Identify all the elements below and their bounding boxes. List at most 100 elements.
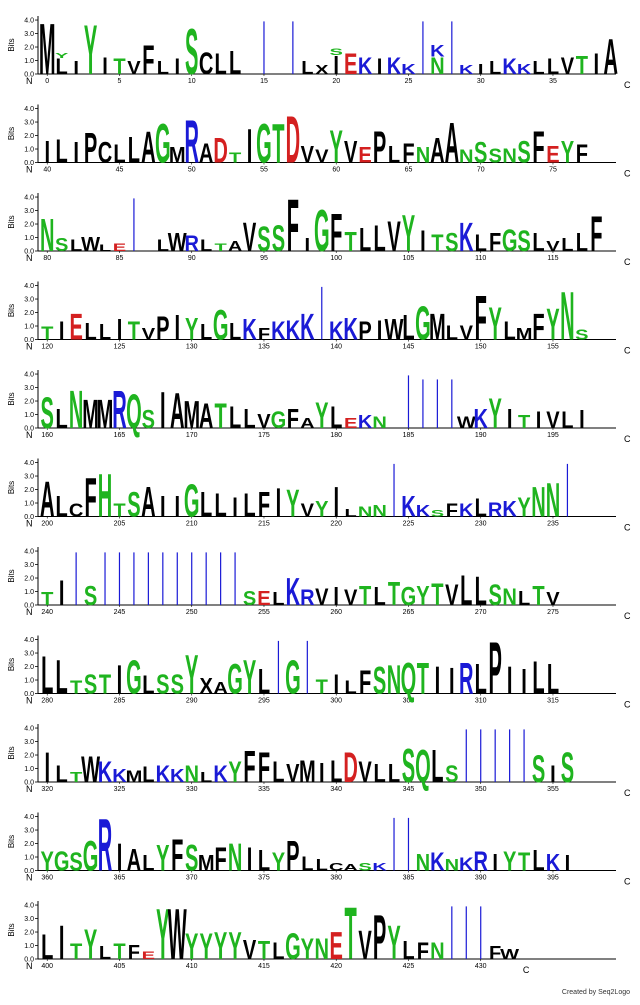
residue-letter: M (97, 391, 114, 437)
residue-letter: N (315, 933, 329, 966)
residue-letter: T (518, 847, 530, 876)
residue-letter: K (286, 570, 301, 614)
residue-letter: G (184, 475, 200, 527)
residue-letter: X (315, 63, 329, 78)
logo-row: 0.0 1.0 2.0 3.0 4.0 Bits N C 320 325 330 335 340 345 3… (7, 724, 631, 798)
residue-letter: V (257, 411, 271, 433)
x-tick-label: 30 (477, 78, 485, 85)
residue-letter: K (329, 316, 344, 345)
residue-letter: F (402, 138, 414, 169)
residue-letter: K (401, 491, 415, 524)
residue-letter: Y (301, 933, 315, 966)
c-terminus-label: C (624, 346, 631, 356)
residue-letter: Q (126, 385, 142, 439)
residue-letter: A (170, 385, 184, 440)
residue-letter: K (271, 316, 286, 345)
y-tick-label: 3.0 (24, 120, 34, 127)
residue-letter: Y (561, 134, 575, 170)
y-axis-label: Bits (7, 38, 16, 51)
x-tick-label: 135 (258, 344, 270, 351)
residue-letter: T (113, 55, 125, 79)
y-tick-label: 3.0 (24, 297, 34, 304)
x-tick-label: 400 (41, 963, 53, 970)
y-tick-label: 4.0 (24, 637, 34, 644)
residue-letter: L (402, 936, 414, 965)
x-tick-label: 295 (258, 698, 270, 705)
gap-bar (422, 21, 424, 75)
gap-bar (480, 729, 482, 782)
residue-letter: G (401, 582, 417, 611)
gap-bar (451, 379, 453, 428)
residue-letter: Y (503, 846, 516, 877)
x-tick-label: 380 (330, 875, 342, 882)
logo-row: 0.0 1.0 2.0 3.0 4.0 Bits N C 240 245 250 255 260 265 2… (7, 547, 631, 621)
y-tick-label: 2.0 (24, 222, 34, 229)
residue-letter: Y (488, 391, 501, 438)
c-terminus-label: C (624, 169, 631, 179)
x-tick-label: 85 (116, 255, 124, 262)
y-tick-label: 4.0 (24, 106, 34, 113)
residue-letter: A (199, 397, 213, 436)
residue-letter: K (430, 41, 445, 60)
residue-letter: T (417, 655, 429, 704)
residue-letter: I (492, 849, 498, 876)
residue-letter: V (127, 59, 141, 79)
residue-letter: K (459, 214, 473, 260)
residue-letter: I (550, 760, 556, 787)
residue-letter: A (213, 678, 227, 697)
gap-bar (407, 817, 410, 871)
x-tick-label: 215 (258, 521, 270, 528)
residue-letter: L (41, 644, 53, 705)
x-tick-label: 335 (258, 786, 270, 793)
residue-letter: L (431, 740, 443, 792)
residue-letter: L (84, 318, 96, 345)
x-tick-label: 70 (477, 167, 485, 174)
residue-letter: F (489, 228, 501, 257)
residue-letter: V (546, 406, 560, 433)
y-tick-label: 1.0 (24, 943, 34, 950)
c-terminus-label: C (624, 611, 631, 621)
y-axis-label: Bits (7, 392, 16, 405)
residue-letter: M (169, 144, 186, 168)
residue-letter: I (536, 406, 542, 433)
y-tick-label: 2.0 (24, 753, 34, 760)
n-terminus-label: N (26, 784, 33, 794)
residue-letter: L (503, 316, 515, 345)
residue-letter: T (576, 51, 588, 80)
residue-letter: I (247, 840, 253, 878)
y-tick-label: 1.0 (24, 501, 34, 508)
residue-letter: L (113, 139, 125, 168)
x-tick-label: 205 (114, 521, 126, 528)
y-tick-label: 2.0 (24, 576, 34, 583)
residue-letter: Y (185, 927, 198, 968)
n-terminus-label: N (26, 696, 33, 706)
logo-row: 0.0 1.0 2.0 3.0 4.0 Bits N C 200 205 210 215 220 225 2… (7, 458, 631, 533)
logo-row: 0.0 1.0 2.0 3.0 4.0 Bits N C 400 405 410 415 420 425 4… (7, 893, 616, 975)
residue-letter: L (200, 486, 212, 525)
residue-letter: L (258, 663, 270, 702)
residue-letter: F (214, 840, 226, 878)
y-tick-label: 3.0 (24, 651, 34, 658)
x-tick-label: 285 (114, 698, 126, 705)
residue-letter: L (157, 59, 169, 79)
y-tick-label: 0.0 (24, 514, 34, 521)
residue-letter: T (532, 581, 544, 612)
residue-letter: S (431, 509, 444, 519)
x-tick-label: 140 (330, 344, 342, 351)
y-axis-label: Bits (7, 127, 16, 140)
residue-letter: A (445, 112, 459, 176)
residue-letter: Y (315, 498, 328, 522)
residue-letter: K (546, 849, 561, 876)
residue-letter: L (128, 130, 140, 171)
residue-letter: N (358, 503, 372, 520)
residue-letter: F (128, 942, 140, 964)
x-tick-label: 370 (186, 875, 198, 882)
residue-letter: L (200, 321, 212, 345)
residue-letter: A (604, 31, 618, 86)
y-tick-label: 1.0 (24, 147, 34, 154)
c-terminus-label: C (624, 877, 631, 887)
logo-row: 0.0 1.0 2.0 3.0 4.0 Bits N C 120 125 130 135 140 145 1… (7, 277, 631, 355)
residue-letter: A (141, 124, 155, 173)
residue-letter: L (373, 219, 385, 260)
